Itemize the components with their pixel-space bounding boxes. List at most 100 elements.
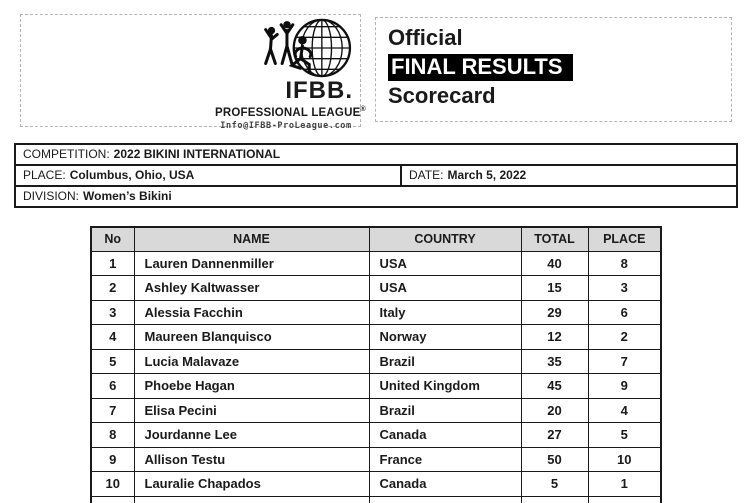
header-place: PLACE <box>587 226 662 252</box>
cell-total: 27 <box>520 422 589 448</box>
logo-box: IFBB. PROFESSIONAL LEAGUE® Info@IFBB-Pro… <box>20 14 366 131</box>
cell-name: Maureen Blanquisco <box>133 324 370 350</box>
cell-place: 5 <box>587 422 662 448</box>
table-row: 9 Allison Testu France 50 10 <box>90 446 662 472</box>
date-value: March 5, 2022 <box>447 168 527 182</box>
place-value: Columbus, Ohio, USA <box>69 168 195 182</box>
cell-total: 50 <box>520 446 589 472</box>
cell-place: 3 <box>587 275 662 301</box>
final-results-highlight: FINAL RESULTS <box>388 54 573 81</box>
cell-name: Phoebe Hagan <box>133 373 370 399</box>
cell-place: 8 <box>587 250 662 276</box>
competition-cell: COMPETITION: 2022 BIKINI INTERNATIONAL <box>14 143 738 166</box>
results-table: No NAME COUNTRY TOTAL PLACE 1 Lauren Dan… <box>90 226 662 503</box>
cell-place: 2 <box>587 324 662 350</box>
cell-place: 10 <box>587 446 662 472</box>
header-country: COUNTRY <box>368 226 522 252</box>
table-row: 10 Lauralie Chapados Canada 5 1 <box>90 471 662 497</box>
table-row: 6 Phoebe Hagan United Kingdom 45 9 <box>90 373 662 399</box>
cell-country: Canada <box>368 422 522 448</box>
cell-country: Norway <box>368 324 522 350</box>
cell-country: Brazil <box>368 397 522 423</box>
cell-total: 29 <box>520 299 589 325</box>
table-row: 3 Alessia Facchin Italy 29 6 <box>90 299 662 325</box>
place-cell: PLACE: Columbus, Ohio, USA <box>14 164 402 187</box>
table-row <box>90 495 662 503</box>
title-scorecard: Scorecard <box>388 83 496 108</box>
cell-name: Jourdanne Lee <box>133 422 370 448</box>
place-date-row: PLACE: Columbus, Ohio, USA DATE: March 5, … <box>14 164 738 187</box>
date-cell: DATE: March 5, 2022 <box>400 164 738 187</box>
cell-country: Brazil <box>368 348 522 374</box>
logo-email: Info@IFBB-ProLeague.com <box>220 120 352 131</box>
header-no: No <box>90 226 135 252</box>
cell-name <box>133 495 370 503</box>
cell-total: 45 <box>520 373 589 399</box>
cell-no <box>90 495 135 503</box>
division-value: Women’s Bikini <box>83 189 172 203</box>
competition-row: COMPETITION: 2022 BIKINI INTERNATIONAL <box>14 143 738 166</box>
registered-mark: ® <box>360 106 366 113</box>
globe-athletes-icon <box>264 18 352 78</box>
logo-subtitle: PROFESSIONAL LEAGUE® <box>215 106 366 119</box>
cell-place <box>587 495 662 503</box>
competition-value: 2022 BIKINI INTERNATIONAL <box>113 147 281 161</box>
title-final-results-line: FINAL RESULTS <box>388 52 731 81</box>
cell-total: 40 <box>520 250 589 276</box>
logo-brand-period: . <box>345 77 353 104</box>
cell-name: Lauren Dannenmiller <box>133 250 370 276</box>
header-name: NAME <box>133 226 370 252</box>
cell-total: 12 <box>520 324 589 350</box>
cell-place: 6 <box>587 299 662 325</box>
cell-country <box>368 495 522 503</box>
cell-no: 8 <box>90 422 135 448</box>
title-box: Official FINAL RESULTS Scorecard <box>375 17 732 122</box>
cell-no: 10 <box>90 471 135 497</box>
cell-country: Italy <box>368 299 522 325</box>
cell-total: 5 <box>520 471 589 497</box>
cell-no: 2 <box>90 275 135 301</box>
cell-name: Alessia Facchin <box>133 299 370 325</box>
logo-brand: IFBB. <box>285 77 353 104</box>
title-official: Official <box>388 25 463 50</box>
cell-no: 3 <box>90 299 135 325</box>
cell-total <box>520 495 589 503</box>
cell-name: Elisa Pecini <box>133 397 370 423</box>
cell-no: 1 <box>90 250 135 276</box>
cell-name: Lauralie Chapados <box>133 471 370 497</box>
cell-total: 20 <box>520 397 589 423</box>
competition-info-table: COMPETITION: 2022 BIKINI INTERNATIONAL PL… <box>14 143 738 208</box>
cell-total: 35 <box>520 348 589 374</box>
results-table-header: No NAME COUNTRY TOTAL PLACE <box>90 226 662 252</box>
place-label: PLACE: <box>23 168 66 182</box>
results-table-body: 1 Lauren Dannenmiller USA 40 8 2 Ashley … <box>90 250 662 503</box>
cell-place: 9 <box>587 373 662 399</box>
cell-no: 9 <box>90 446 135 472</box>
cell-country: United Kingdom <box>368 373 522 399</box>
cell-name: Ashley Kaltwasser <box>133 275 370 301</box>
header-row: No NAME COUNTRY TOTAL PLACE <box>90 226 662 252</box>
cell-no: 5 <box>90 348 135 374</box>
division-label: DIVISION: <box>23 189 80 203</box>
division-cell: DIVISION: Women’s Bikini <box>14 185 738 208</box>
cell-name: Allison Testu <box>133 446 370 472</box>
cell-no: 6 <box>90 373 135 399</box>
table-row: 5 Lucia Malavaze Brazil 35 7 <box>90 348 662 374</box>
cell-total: 15 <box>520 275 589 301</box>
competition-label: COMPETITION: <box>23 147 110 161</box>
division-row: DIVISION: Women’s Bikini <box>14 185 738 208</box>
header-total: TOTAL <box>520 226 589 252</box>
table-row: 4 Maureen Blanquisco Norway 12 2 <box>90 324 662 350</box>
cell-country: USA <box>368 250 522 276</box>
table-row: 7 Elisa Pecini Brazil 20 4 <box>90 397 662 423</box>
cell-country: France <box>368 446 522 472</box>
cell-country: Canada <box>368 471 522 497</box>
cell-place: 4 <box>587 397 662 423</box>
cell-name: Lucia Malavaze <box>133 348 370 374</box>
cell-no: 4 <box>90 324 135 350</box>
table-row: 2 Ashley Kaltwasser USA 15 3 <box>90 275 662 301</box>
table-row: 8 Jourdanne Lee Canada 27 5 <box>90 422 662 448</box>
table-row: 1 Lauren Dannenmiller USA 40 8 <box>90 250 662 276</box>
cell-country: USA <box>368 275 522 301</box>
